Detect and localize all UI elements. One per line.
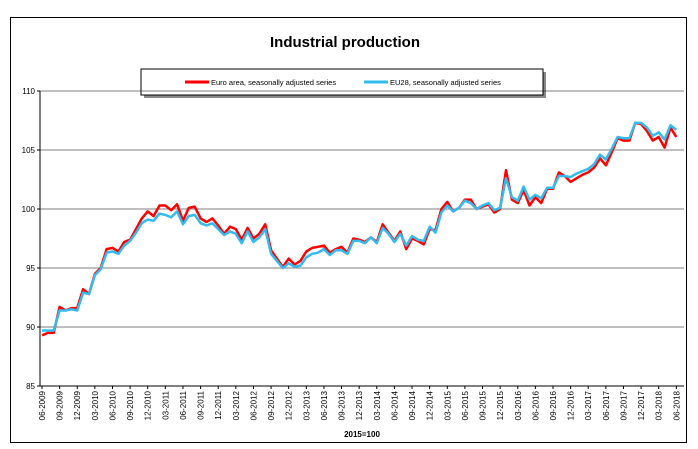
x-tick-label-03-2016: 03-2016	[514, 390, 523, 420]
x-tick-label-09-2011: 09-2011	[197, 390, 206, 419]
x-axis-label: 2015=100	[344, 430, 380, 439]
x-tick-label-03-2017: 03-2017	[584, 390, 593, 420]
x-tick-label-03-2018: 03-2018	[655, 390, 664, 420]
y-axis-ticks: 85 90 95 100 105 110	[22, 87, 40, 391]
series-line-eu28	[42, 121, 678, 332]
x-tick-label-09-2013: 09-2013	[338, 390, 347, 420]
legend-label-euro-area: Euro area, seasonally adjusted series	[211, 78, 336, 87]
chart-frame	[10, 17, 687, 443]
x-tick-label-12-2016: 12-2016	[567, 390, 576, 420]
y-tick-label-105: 105	[22, 146, 36, 155]
x-tick-label-09-2014: 09-2014	[408, 390, 417, 420]
x-tick-label-06-2015: 06-2015	[461, 390, 470, 420]
x-tick-label-06-2014: 06-2014	[390, 390, 399, 420]
x-tick-label-12-2009: 12-2009	[73, 390, 82, 420]
x-tick-label-09-2015: 09-2015	[479, 390, 488, 420]
x-tick-label-06-2012: 06-2012	[249, 390, 258, 420]
x-tick-label-12-2014: 12-2014	[426, 390, 435, 420]
x-tick-label-06-2016: 06-2016	[531, 390, 540, 420]
x-tick-label-06-2018: 06-2018	[672, 390, 681, 420]
y-tick-label-90: 90	[26, 323, 35, 332]
y-tick-label-85: 85	[26, 382, 35, 391]
series-lines	[41, 121, 678, 337]
legend-label-eu28: EU28, seasonally adjusted series	[390, 78, 501, 87]
axes	[39, 91, 684, 387]
x-tick-label-03-2011: 03-2011	[161, 390, 170, 419]
x-tick-label-06-2013: 06-2013	[320, 390, 329, 420]
x-tick-label-06-2010: 06-2010	[108, 390, 117, 420]
x-tick-label-03-2015: 03-2015	[443, 390, 452, 420]
y-tick-label-110: 110	[22, 87, 35, 96]
x-tick-label-12-2010: 12-2010	[144, 390, 153, 420]
x-tick-label-09-2016: 09-2016	[549, 390, 558, 420]
x-axis-ticks: 06-2009 09-2009 12-2009 03-2010 06-2010 09-20…	[38, 386, 681, 420]
x-tick-label-09-2010: 09-2010	[126, 390, 135, 420]
x-tick-label-12-2013: 12-2013	[355, 390, 364, 420]
x-tick-label-03-2013: 03-2013	[302, 390, 311, 420]
x-tick-label-12-2011: 12-2011	[214, 390, 223, 419]
y-tick-label-100: 100	[22, 205, 36, 214]
x-tick-label-12-2012: 12-2012	[285, 390, 294, 420]
x-tick-label-03-2014: 03-2014	[373, 390, 382, 420]
legend: Euro area, seasonally adjusted series EU…	[140, 68, 546, 98]
grid-lines	[40, 90, 684, 387]
x-tick-label-09-2009: 09-2009	[56, 390, 65, 420]
y-tick-label-95: 95	[26, 264, 35, 273]
x-tick-label-03-2012: 03-2012	[232, 390, 241, 420]
x-tick-label-06-2011: 06-2011	[179, 390, 188, 419]
x-tick-label-06-2009: 06-2009	[38, 390, 47, 420]
x-tick-label-12-2015: 12-2015	[496, 390, 505, 420]
x-tick-label-06-2017: 06-2017	[602, 390, 611, 420]
chart-title: Industrial production	[270, 34, 420, 51]
x-tick-label-09-2012: 09-2012	[267, 390, 276, 420]
x-tick-label-12-2017: 12-2017	[637, 390, 646, 420]
x-tick-label-03-2010: 03-2010	[91, 390, 100, 420]
x-tick-label-09-2017: 09-2017	[619, 390, 628, 420]
